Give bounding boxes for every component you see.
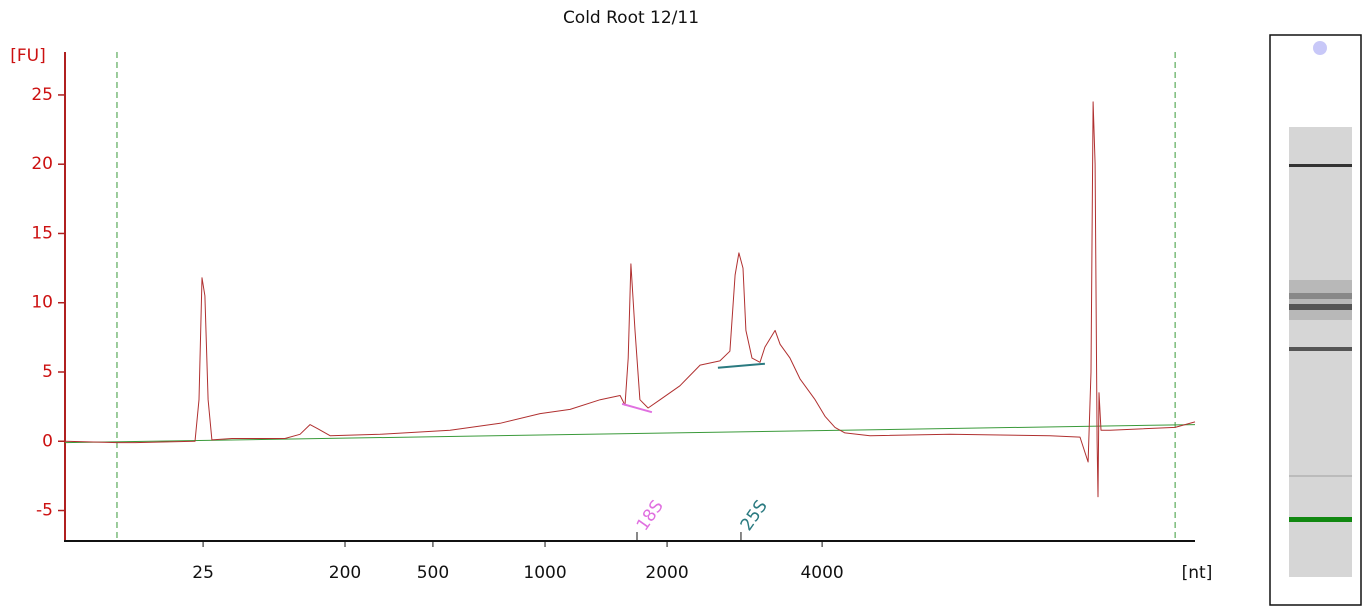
chart-title: Cold Root 12/11 bbox=[563, 8, 699, 28]
y-tick-label: -5 bbox=[36, 501, 53, 521]
gel-background bbox=[1289, 127, 1352, 577]
y-tick-label: 25 bbox=[31, 85, 53, 105]
baseline bbox=[64, 424, 1196, 444]
y-tick-label: 10 bbox=[31, 293, 53, 313]
x-tick-label: 200 bbox=[329, 563, 361, 583]
gel-band bbox=[1289, 293, 1352, 299]
y-tick-label: 5 bbox=[42, 362, 53, 382]
y-axis-label: [FU] bbox=[10, 46, 46, 66]
marker-label: 18S bbox=[633, 497, 668, 535]
gel-band bbox=[1289, 304, 1352, 310]
peak-baseline bbox=[621, 402, 653, 414]
x-axis-label: [nt] bbox=[1182, 563, 1213, 583]
y-tick-label: 20 bbox=[31, 154, 53, 174]
gel-band bbox=[1289, 347, 1352, 351]
x-tick-label: 500 bbox=[417, 563, 449, 583]
gel-band bbox=[1289, 280, 1352, 320]
x-tick-label: 25 bbox=[192, 563, 214, 583]
peak-baseline bbox=[717, 362, 765, 369]
gel-band bbox=[1289, 475, 1352, 477]
marker-label: 25S bbox=[737, 497, 772, 535]
x-tick-label: 4000 bbox=[800, 563, 843, 583]
y-tick-label: 0 bbox=[42, 431, 53, 451]
gel-lane bbox=[1269, 34, 1362, 606]
x-tick-label: 2000 bbox=[645, 563, 688, 583]
gel-band bbox=[1289, 164, 1352, 167]
gel-band bbox=[1289, 517, 1352, 522]
gel-dot bbox=[1313, 41, 1327, 55]
trace bbox=[64, 101, 1196, 498]
y-tick-label: 15 bbox=[31, 223, 53, 243]
x-tick-label: 1000 bbox=[523, 563, 566, 583]
